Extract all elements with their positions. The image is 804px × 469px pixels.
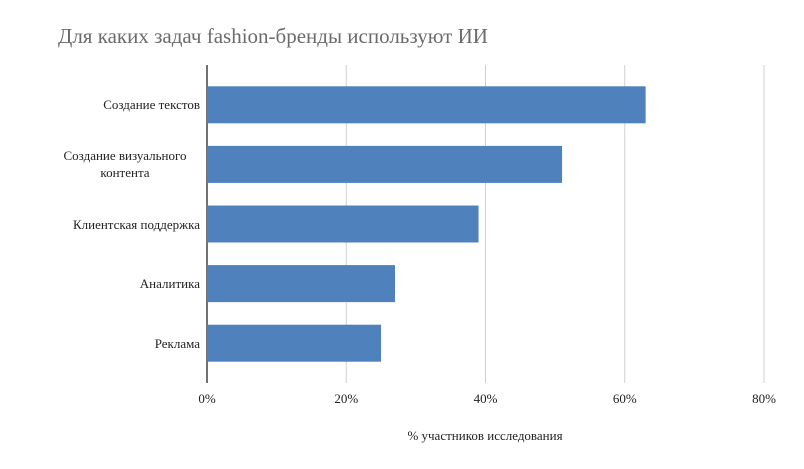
category-label-box: Клиентская поддержка (73, 194, 200, 254)
category-label-box: Реклама (155, 313, 200, 373)
bar (207, 205, 479, 243)
category-label-box: Создание текстов (103, 75, 200, 135)
x-tick-label: 60% (613, 391, 637, 406)
bar (207, 86, 646, 124)
bar (207, 145, 563, 183)
y-tick-label: Аналитика (139, 276, 200, 292)
bar (207, 324, 382, 362)
bar (207, 265, 395, 303)
y-tick-label: Реклама (154, 335, 200, 351)
category-label-box: Создание визуального контента (50, 134, 200, 194)
category-label-box: Аналитика (140, 254, 200, 314)
x-tick-label: 0% (198, 391, 216, 406)
y-tick-label: Создание текстов (103, 97, 200, 113)
x-tick-label: 20% (334, 391, 358, 406)
chart-title: Для каких задач fashion-бренды использую… (58, 24, 488, 48)
y-tick-label: Клиентская поддержка (72, 216, 200, 232)
x-tick-label: 80% (752, 391, 776, 406)
y-tick-label: Создание визуального контента (63, 148, 187, 181)
x-axis-title: % участников исследования (407, 428, 562, 443)
x-tick-label: 40% (474, 391, 498, 406)
